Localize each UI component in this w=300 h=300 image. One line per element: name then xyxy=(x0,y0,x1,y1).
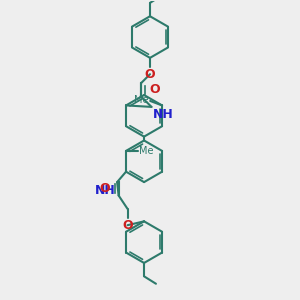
Text: O: O xyxy=(122,219,133,232)
Text: Me: Me xyxy=(140,146,154,156)
Text: O: O xyxy=(149,83,160,96)
Text: NH: NH xyxy=(153,108,174,122)
Text: O: O xyxy=(100,182,110,195)
Text: Me: Me xyxy=(134,95,149,105)
Text: NH: NH xyxy=(95,184,116,196)
Text: O: O xyxy=(145,68,155,81)
